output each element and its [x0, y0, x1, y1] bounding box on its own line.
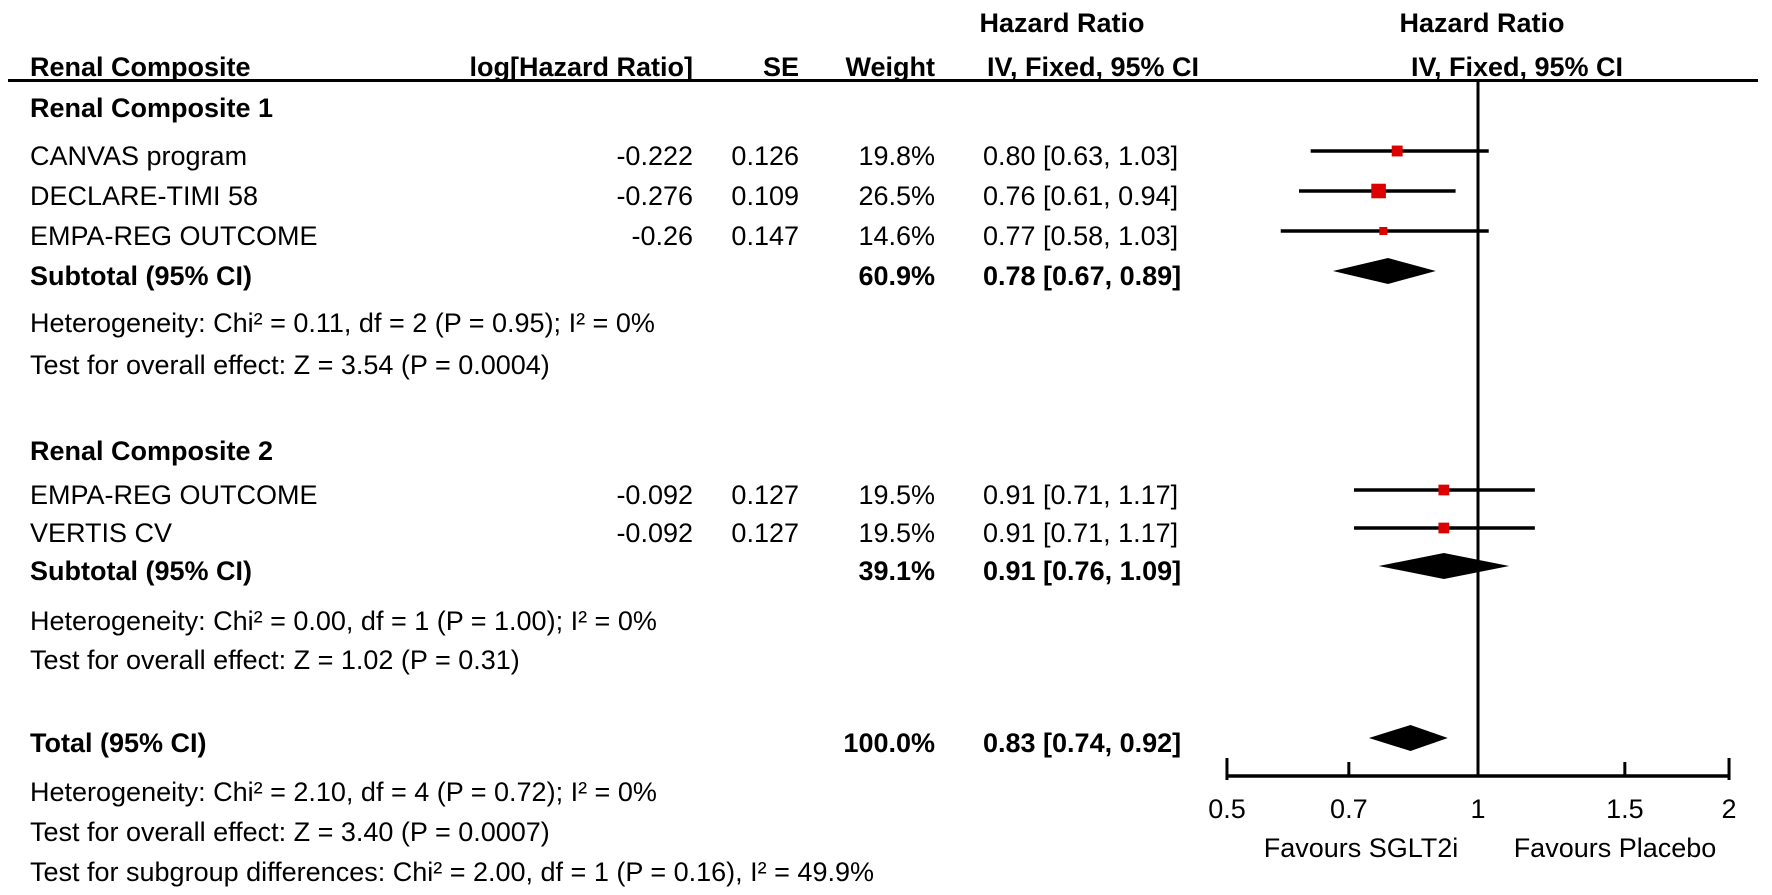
axis-tick-label: 1.5 [1606, 794, 1644, 824]
header-underline [8, 79, 1758, 82]
stats-text: Heterogeneity: Chi² = 0.11, df = 2 (P = … [30, 308, 655, 338]
study-label: EMPA-REG OUTCOME [30, 221, 318, 251]
weight-value: 19.8% [858, 141, 935, 171]
stats-text: Test for subgroup differences: Chi² = 2.… [30, 857, 874, 887]
total-diamond [1368, 725, 1448, 751]
subtotal-diamond [1378, 553, 1510, 579]
method-column-header-left: IV, Fixed, 95% CI [986, 52, 1200, 82]
group-label: Renal Composite 1 [30, 93, 274, 123]
subtotal-label: Subtotal (95% CI) [30, 556, 253, 586]
se-value: 0.126 [731, 141, 799, 171]
axis-tick-label: 1 [1470, 794, 1485, 824]
log-hr-column-header: log[Hazard Ratio] [469, 52, 693, 82]
study-row: EMPA-REG OUTCOME -0.26 0.147 14.6% 0.77 [0.5… [0, 216, 1772, 256]
effect-marker [1438, 484, 1450, 496]
stats-row: Test for overall effect: Z = 3.40 (P = 0… [0, 812, 1772, 852]
weight-value: 100.0% [843, 728, 935, 758]
weight-value: 19.5% [858, 518, 935, 548]
total-row: Total (95% CI) 100.0% 0.83 [0.74, 0.92] [0, 723, 1772, 763]
ci-text: 0.91 [0.76, 1.09] [983, 556, 1182, 586]
subtotal-label: Subtotal (95% CI) [30, 261, 253, 291]
stats-text: Test for overall effect: Z = 3.54 (P = 0… [30, 350, 550, 380]
weight-column-header: Weight [845, 52, 936, 82]
ci-text: 0.91 [0.71, 1.17] [983, 480, 1179, 510]
weight-value: 60.9% [858, 261, 935, 291]
weight-value: 26.5% [858, 181, 935, 211]
group-label: Renal Composite 2 [30, 436, 274, 466]
group-row: Renal Composite 1 [0, 88, 1772, 128]
log-hr-value: -0.276 [616, 181, 693, 211]
group-row: Renal Composite 2 [0, 431, 1772, 471]
subtotal-diamond [1332, 258, 1436, 284]
stats-text: Test for overall effect: Z = 3.40 (P = 0… [30, 817, 550, 847]
hazard-ratio-header-right: Hazard Ratio [1399, 8, 1565, 38]
ci-text: 0.78 [0.67, 0.89] [983, 261, 1182, 291]
stats-text: Heterogeneity: Chi² = 0.00, df = 1 (P = … [30, 606, 657, 636]
study-row: CANVAS program -0.222 0.126 19.8% 0.80 [0.63… [0, 136, 1772, 176]
log-hr-value: -0.092 [616, 518, 693, 548]
effect-marker [1391, 145, 1403, 157]
effect-marker [1379, 226, 1388, 236]
favours-right-label: Favours Placebo [1514, 833, 1717, 863]
stats-row: Heterogeneity: Chi² = 0.00, df = 1 (P = … [0, 601, 1772, 641]
ci-text: 0.76 [0.61, 0.94] [983, 181, 1179, 211]
stats-text: Test for overall effect: Z = 1.02 (P = 0… [30, 645, 520, 675]
ci-text: 0.83 [0.74, 0.92] [983, 728, 1182, 758]
stats-row: Heterogeneity: Chi² = 0.11, df = 2 (P = … [0, 303, 1772, 343]
effect-marker [1371, 183, 1386, 199]
ci-text: 0.77 [0.58, 1.03] [983, 221, 1179, 251]
stats-row: Heterogeneity: Chi² = 2.10, df = 4 (P = … [0, 772, 1772, 812]
se-value: 0.127 [731, 518, 799, 548]
axis-tick-label: 2 [1722, 794, 1737, 824]
favours-left-label: Favours SGLT2i [1264, 833, 1459, 863]
se-value: 0.147 [731, 221, 799, 251]
stats-row: Test for overall effect: Z = 1.02 (P = 0… [0, 640, 1772, 680]
effect-marker [1438, 522, 1450, 534]
study-label: EMPA-REG OUTCOME [30, 480, 318, 510]
study-row: VERTIS CV -0.092 0.127 19.5% 0.91 [0.71, 1.1… [0, 513, 1772, 553]
outcome-column-header: Renal Composite [30, 52, 251, 82]
total-label: Total (95% CI) [30, 728, 207, 758]
weight-value: 14.6% [858, 221, 935, 251]
study-label: VERTIS CV [30, 518, 173, 548]
axis-tick-label: 0.7 [1330, 794, 1368, 824]
se-value: 0.109 [731, 181, 799, 211]
stats-text: Heterogeneity: Chi² = 2.10, df = 4 (P = … [30, 777, 657, 807]
se-value: 0.127 [731, 480, 799, 510]
stats-row: Test for subgroup differences: Chi² = 2.… [0, 852, 1772, 892]
weight-value: 19.5% [858, 480, 935, 510]
method-column-header-right: IV, Fixed, 95% CI [1410, 52, 1624, 82]
ci-text: 0.91 [0.71, 1.17] [983, 518, 1179, 548]
study-label: DECLARE-TIMI 58 [30, 181, 259, 211]
subtotal-row: Subtotal (95% CI) 39.1% 0.91 [0.76, 1.09] [0, 551, 1772, 591]
stats-row: Test for overall effect: Z = 3.54 (P = 0… [0, 345, 1772, 385]
log-hr-value: -0.26 [631, 221, 693, 251]
se-column-header: SE [762, 52, 799, 82]
log-hr-value: -0.092 [616, 480, 693, 510]
study-row: DECLARE-TIMI 58 -0.276 0.109 26.5% 0.76 [0.6… [0, 176, 1772, 216]
ci-text: 0.80 [0.63, 1.03] [983, 141, 1179, 171]
study-row: EMPA-REG OUTCOME -0.092 0.127 19.5% 0.91 [0.… [0, 475, 1772, 515]
axis-tick-label: 0.5 [1208, 794, 1246, 824]
study-label: CANVAS program [30, 141, 248, 171]
log-hr-value: -0.222 [616, 141, 693, 171]
subtotal-row: Subtotal (95% CI) 60.9% 0.78 [0.67, 0.89] [0, 256, 1772, 296]
weight-value: 39.1% [858, 556, 935, 586]
hazard-ratio-header-left: Hazard Ratio [979, 8, 1145, 38]
